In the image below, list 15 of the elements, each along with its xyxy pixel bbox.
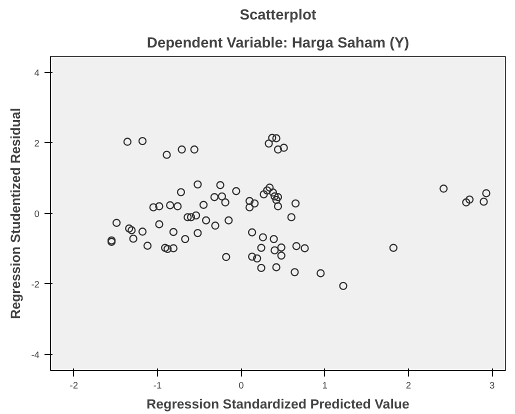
- chart-title: Scatterplot: [240, 8, 316, 24]
- x-tick-label: 0: [238, 380, 244, 390]
- x-tick-label: -1: [153, 380, 162, 390]
- y-axis-title: Regression Studentized Residual: [8, 108, 24, 320]
- y-tick-label: 2: [34, 138, 40, 148]
- x-tick-label: -2: [70, 380, 78, 390]
- y-tick-label: 4: [34, 68, 40, 78]
- x-tick-label: 3: [490, 380, 495, 390]
- y-tick-label: -2: [31, 279, 40, 290]
- x-tick-label: 2: [406, 380, 412, 390]
- y-tick-label: 0: [34, 208, 40, 219]
- chart-subtitle: Dependent Variable: Harga Saham (Y): [146, 36, 410, 52]
- y-tick-label: -4: [31, 350, 40, 360]
- x-tick-label: 1: [322, 380, 328, 390]
- x-axis-title: Regression Standardized Predicted Value: [146, 396, 410, 412]
